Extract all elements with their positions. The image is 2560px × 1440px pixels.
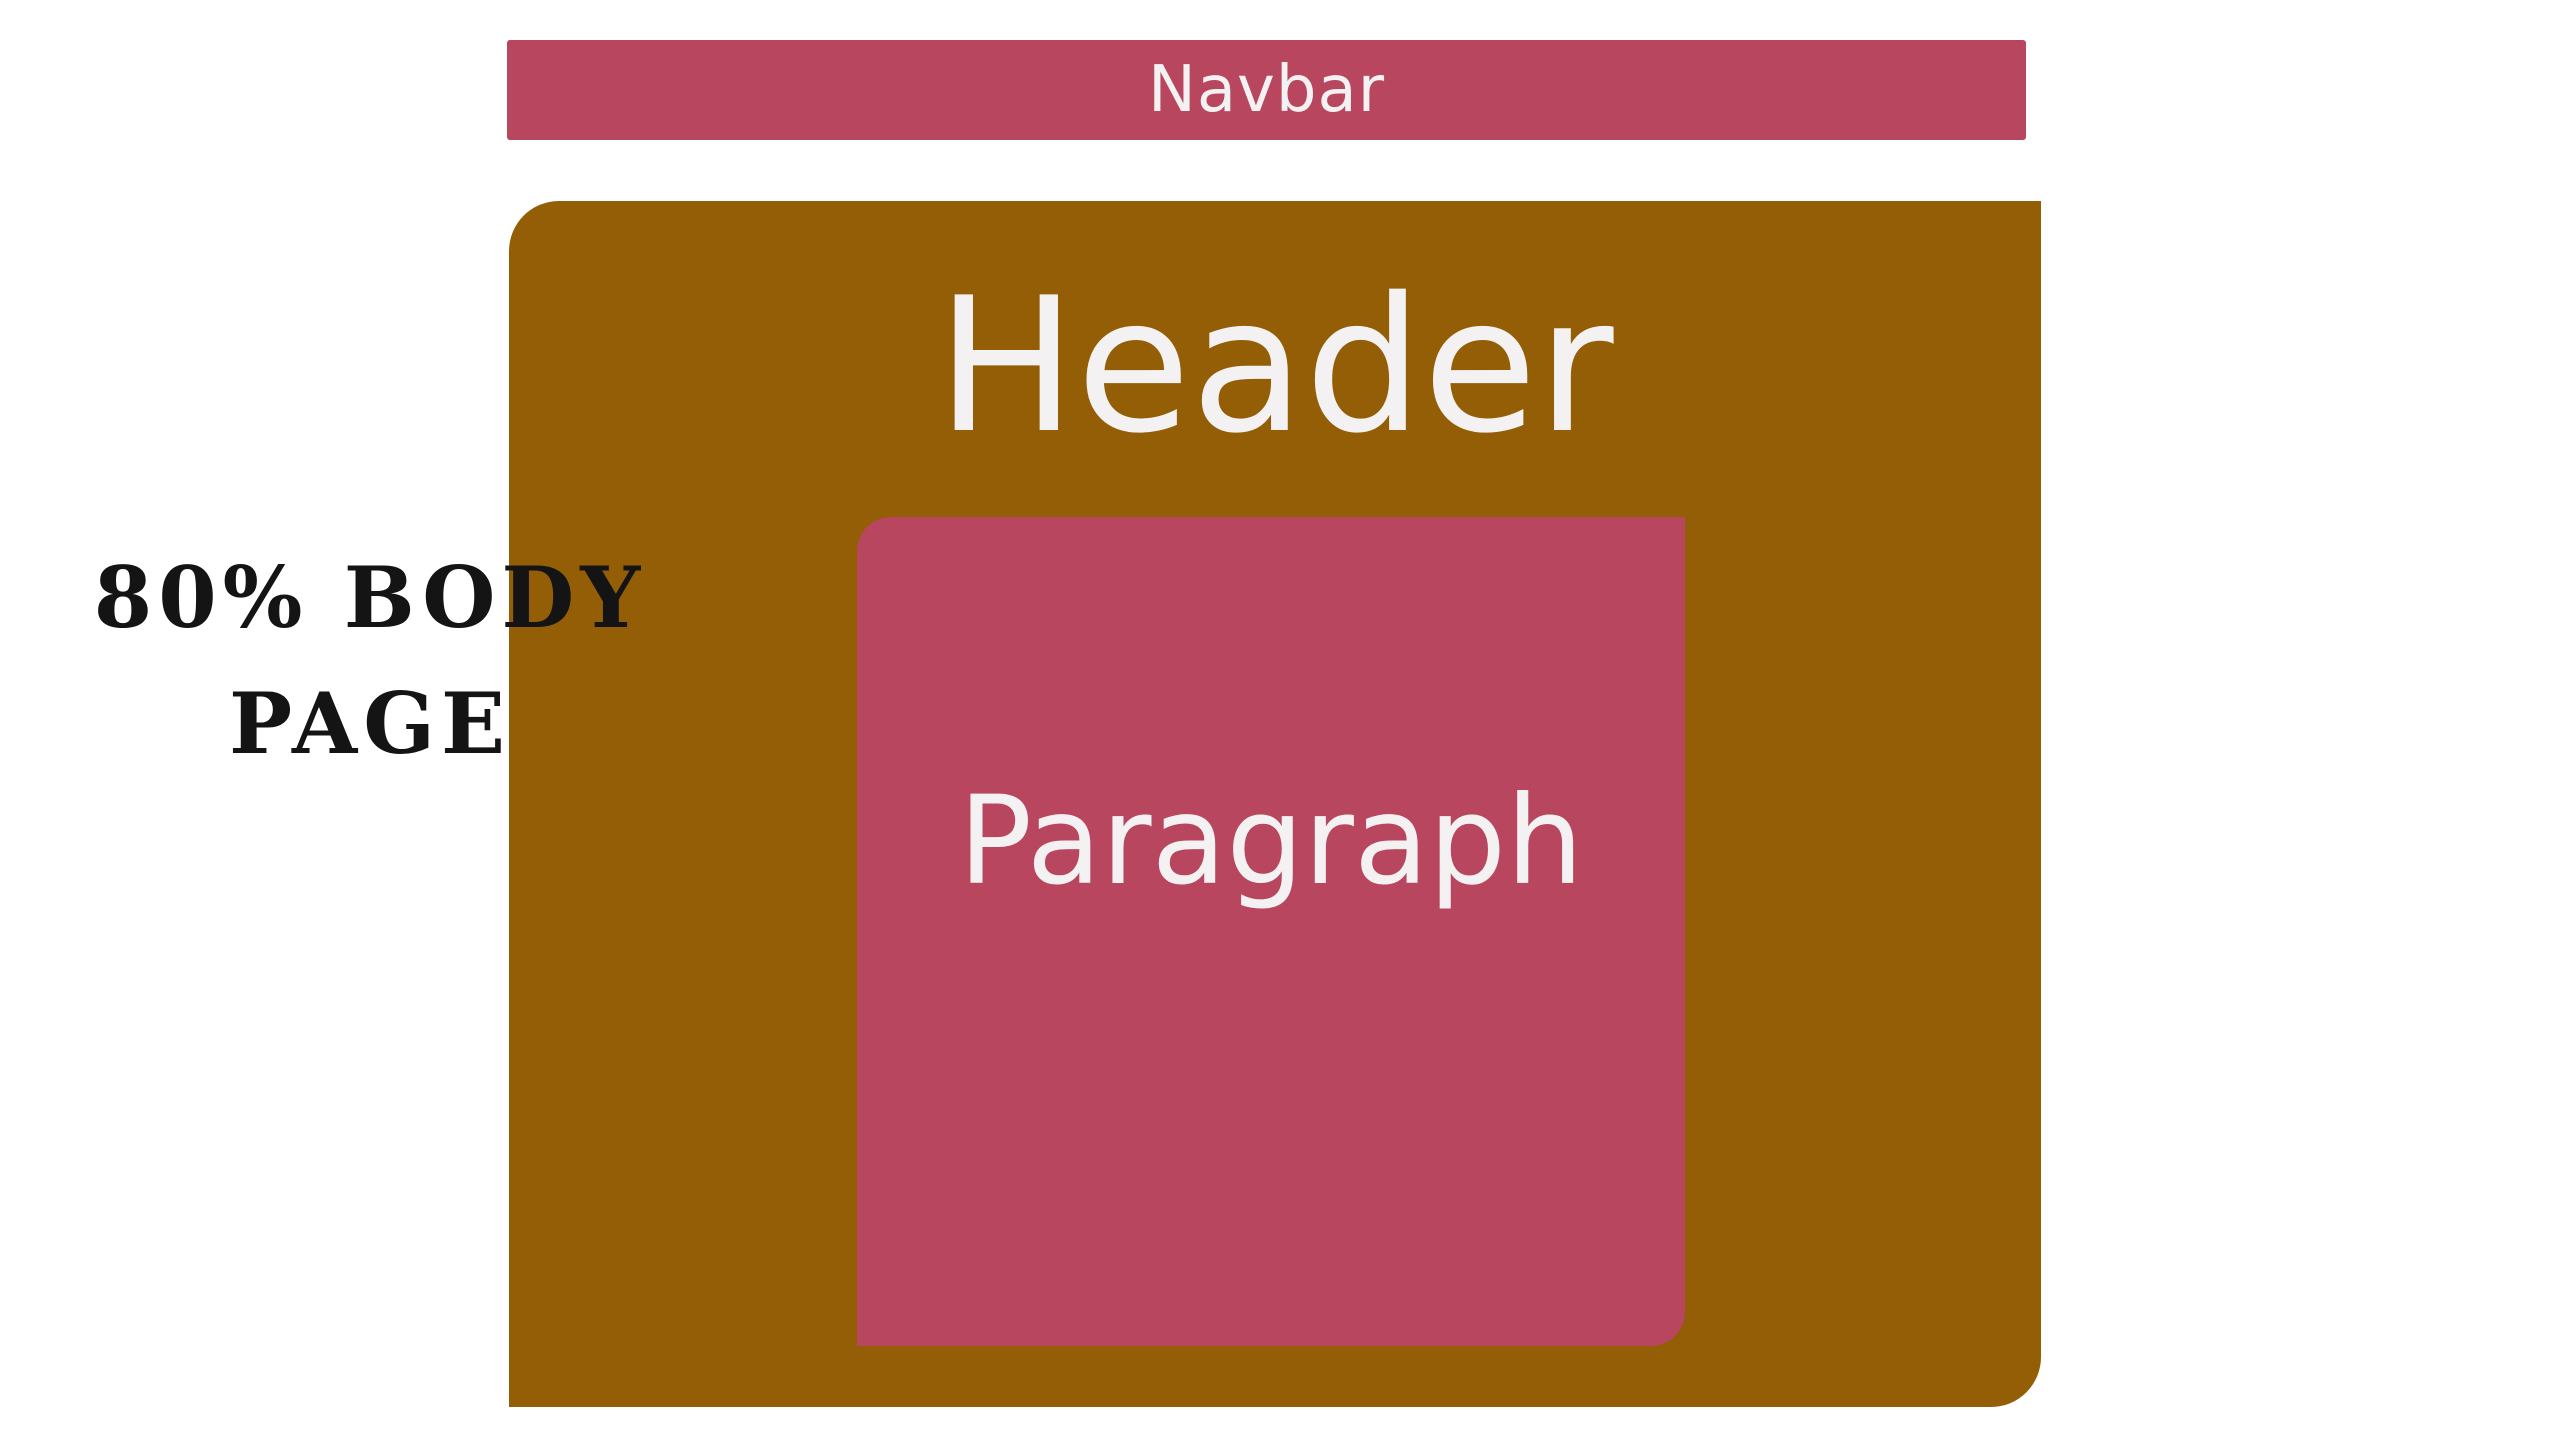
- navbar-label: Navbar: [1147, 53, 1386, 127]
- navbar-block: Navbar: [507, 40, 2026, 140]
- header-label: Header: [936, 257, 1614, 474]
- body-width-annotation: 80% BODY PAGE: [93, 548, 647, 773]
- paragraph-label: Paragraph: [958, 770, 1584, 912]
- body-block: Header Paragraph: [509, 201, 2041, 1407]
- paragraph-block: Paragraph: [857, 517, 1685, 1346]
